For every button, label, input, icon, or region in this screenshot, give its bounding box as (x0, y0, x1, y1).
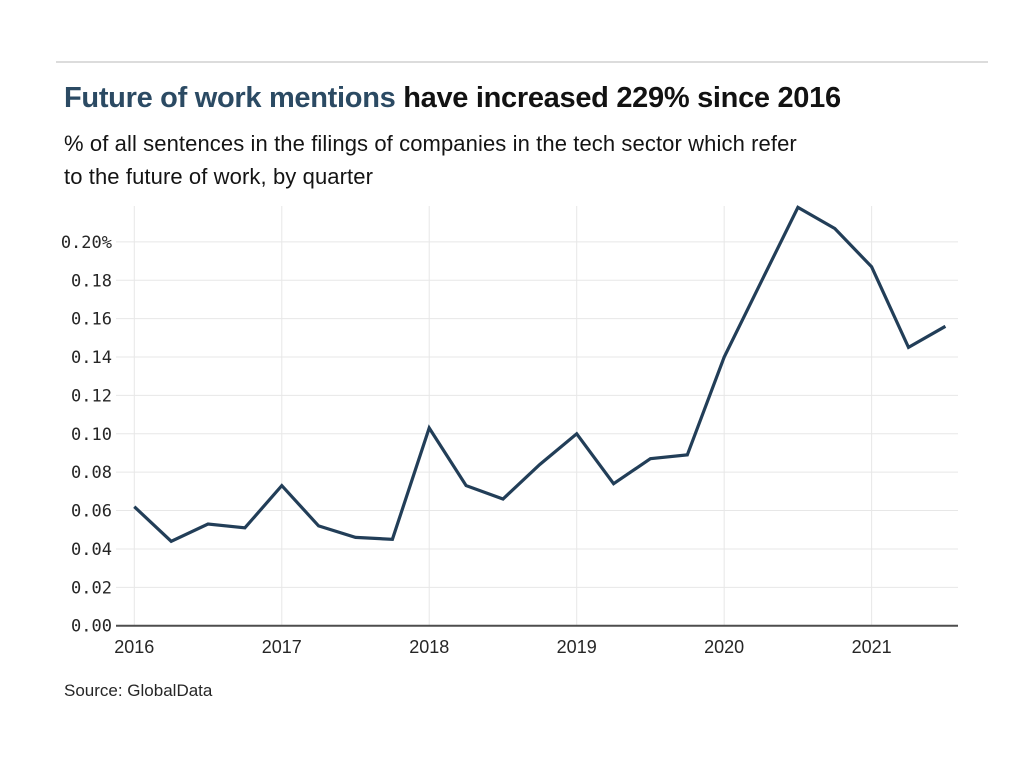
x-tick-label: 2021 (852, 637, 892, 657)
top-divider (56, 61, 988, 63)
x-tick-label: 2017 (262, 637, 302, 657)
y-tick-label: 0.10 (71, 425, 112, 445)
chart-subtitle-line1: % of all sentences in the filings of com… (64, 131, 797, 156)
y-tick-label: 0.08 (71, 463, 112, 483)
y-tick-label: 0.04 (71, 540, 112, 560)
x-tick-label: 2016 (114, 637, 154, 657)
chart-subtitle-line2: to the future of work, by quarter (64, 164, 374, 189)
x-tick-label: 2018 (409, 637, 449, 657)
y-tick-label: 0.16 (71, 310, 112, 330)
chart-title: Future of work mentions have increased 2… (64, 82, 984, 114)
y-tick-label: 0.00 (71, 617, 112, 637)
y-tick-label: 0.12 (71, 386, 112, 406)
y-tick-label: 0.18 (71, 271, 112, 291)
series-line (133, 205, 947, 544)
y-tick-label: 0.14 (71, 348, 112, 368)
y-tick-label: 0.02 (71, 578, 112, 598)
chart-subtitle: % of all sentences in the filings of com… (64, 127, 964, 193)
y-tick-label: 0.06 (71, 502, 112, 522)
y-tick-label: 0.20% (61, 233, 112, 253)
chart-title-rest: have increased 229% since 2016 (395, 82, 841, 114)
x-tick-label: 2019 (557, 637, 597, 657)
source-note: Source: GlobalData (64, 681, 213, 700)
x-tick-label: 2020 (704, 637, 744, 657)
chart-title-highlight: Future of work mentions (64, 82, 396, 114)
